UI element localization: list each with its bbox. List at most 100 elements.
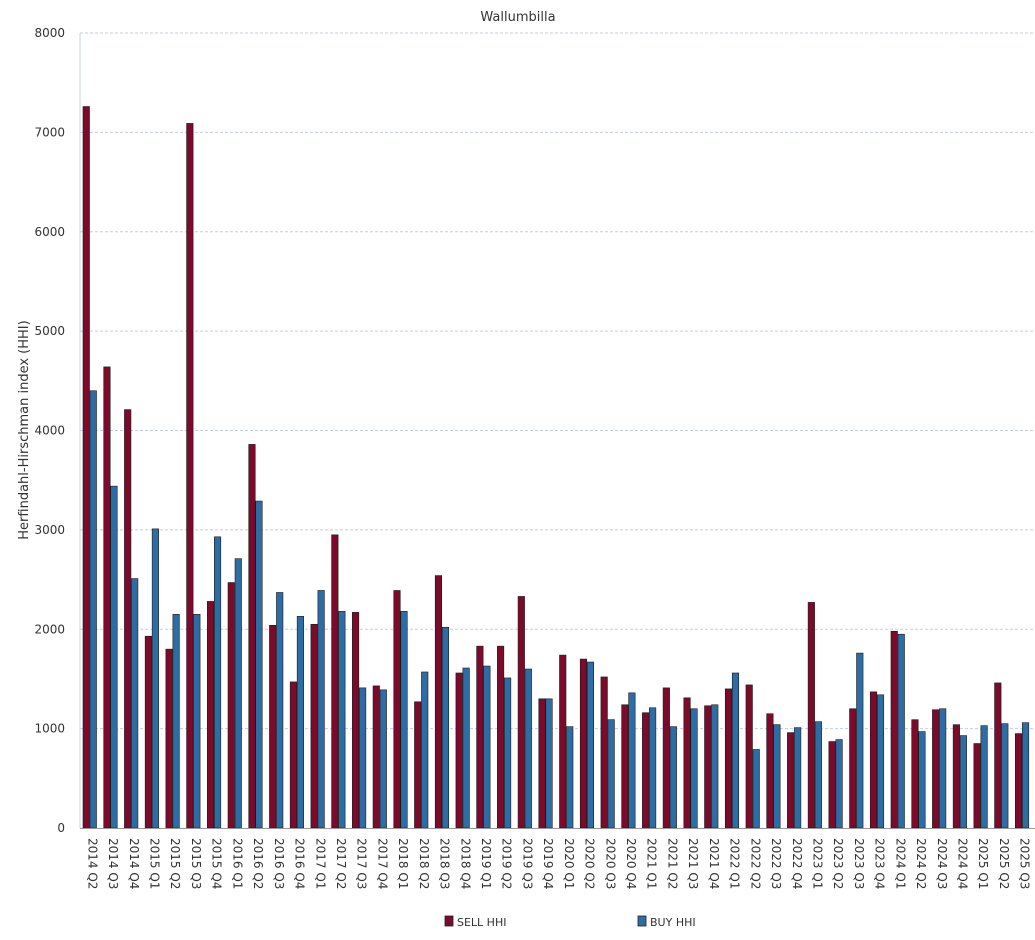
chart-title: Wallumbilla: [480, 10, 555, 25]
buy-hhi-bar: [919, 732, 926, 828]
x-tick-label: 2023 Q4: [873, 838, 887, 889]
bars: [83, 107, 1029, 828]
x-tick-label: 2018 Q3: [438, 838, 452, 889]
buy-hhi-bar: [152, 529, 159, 828]
sell-hhi-bar: [518, 596, 525, 828]
sell-hhi-bar: [456, 673, 463, 828]
buy-hhi-bar: [567, 727, 574, 828]
x-tick-label: 2019 Q4: [541, 838, 555, 889]
x-tick-label: 2023 Q3: [852, 838, 866, 889]
x-tick-label: 2024 Q4: [955, 838, 969, 889]
buy-hhi-bar: [753, 749, 760, 828]
buy-hhi-bar: [670, 727, 677, 828]
x-tick-label: 2021 Q2: [665, 838, 679, 889]
sell-hhi-bar: [787, 733, 794, 828]
sell-hhi-bar: [725, 689, 732, 828]
sell-hhi-bar: [249, 444, 256, 828]
buy-hhi-bar: [504, 678, 511, 828]
x-tick-label: 2022 Q3: [769, 838, 783, 889]
legend: SELL HHI BUY HHI: [445, 916, 696, 929]
sell-hhi-bar: [808, 602, 815, 828]
gridlines: [80, 33, 1035, 729]
buy-hhi-bar: [774, 725, 781, 828]
sell-hhi-bar: [891, 631, 898, 828]
x-tick-label: 2022 Q2: [748, 838, 762, 889]
x-tick-label: 2023 Q1: [810, 838, 824, 889]
buy-hhi-bar: [359, 688, 366, 828]
buy-hhi-bar: [960, 736, 967, 828]
y-axis-title: Herfindahl-Hirschman index (HHI): [17, 320, 32, 539]
x-tick-label: 2015 Q3: [189, 838, 203, 889]
buy-hhi-bar: [836, 740, 843, 828]
buy-hhi-bar: [732, 673, 739, 828]
x-tick-label: 2017 Q4: [375, 838, 389, 889]
sell-hhi-bar: [953, 725, 960, 828]
buy-hhi-bar: [525, 669, 532, 828]
buy-hhi-bar: [794, 728, 801, 828]
y-axis-ticks: 0 1000 2000 3000 4000 5000 6000 7000 8000: [34, 26, 65, 835]
x-tick-label: 2017 Q1: [313, 838, 327, 889]
x-tick-label: 2016 Q3: [272, 838, 286, 889]
x-tick-label: 2017 Q3: [355, 838, 369, 889]
buy-hhi-bar: [297, 616, 304, 828]
x-tick-label: 2024 Q2: [914, 838, 928, 889]
buy-hhi-bar: [898, 634, 905, 828]
x-tick-label: 2019 Q1: [479, 838, 493, 889]
sell-hhi-bar: [497, 646, 504, 828]
sell-hhi-bar: [414, 702, 421, 828]
x-tick-label: 2020 Q3: [603, 838, 617, 889]
x-tick-label: 2022 Q1: [728, 838, 742, 889]
sell-hhi-bar: [974, 744, 981, 828]
sell-hhi-bar: [642, 713, 649, 828]
x-tick-label: 2019 Q2: [500, 838, 514, 889]
x-tick-label: 2021 Q4: [707, 838, 721, 889]
x-tick-label: 2016 Q1: [230, 838, 244, 889]
x-tick-label: 2021 Q1: [645, 838, 659, 889]
x-tick-label: 2019 Q3: [520, 838, 534, 889]
x-tick-label: 2015 Q4: [210, 838, 224, 889]
x-tick-label: 2014 Q4: [127, 838, 141, 889]
buy-hhi-bar: [649, 708, 656, 828]
x-tick-label: 2018 Q2: [417, 838, 431, 889]
buy-hhi-bar: [1002, 724, 1009, 828]
x-tick-label: 2015 Q2: [168, 838, 182, 889]
sell-hhi-bar: [477, 646, 484, 828]
x-tick-label: 2025 Q3: [1018, 838, 1032, 889]
sell-hhi-bar: [124, 410, 130, 828]
sell-hhi-bar: [373, 686, 380, 828]
buy-hhi-bar: [712, 705, 719, 828]
x-tick-label: 2015 Q1: [148, 838, 162, 889]
buy-hhi-bar: [981, 726, 988, 828]
sell-hhi-bar: [394, 590, 401, 828]
y-tick-label: 1000: [34, 722, 65, 736]
buy-hhi-bar: [90, 391, 97, 828]
x-axis-ticks: 2014 Q2 2014 Q3 2014 Q4 2015 Q1 2015 Q2 2015 …: [85, 838, 1031, 889]
sell-hhi-bar: [187, 123, 194, 828]
buy-hhi-bar: [235, 559, 242, 828]
x-tick-label: 2018 Q4: [458, 838, 472, 889]
sell-hhi-bar: [1015, 734, 1022, 828]
y-tick-label: 3000: [34, 523, 65, 537]
buy-hhi-bar: [857, 653, 864, 828]
sell-hhi-bar: [829, 742, 836, 828]
y-tick-label: 4000: [34, 424, 65, 438]
sell-hhi-bar: [705, 706, 712, 828]
x-tick-label: 2016 Q2: [251, 838, 265, 889]
buy-hhi-bar: [629, 693, 636, 828]
x-tick-label: 2018 Q1: [396, 838, 410, 889]
x-tick-label: 2020 Q2: [583, 838, 597, 889]
buy-hhi-bar: [214, 537, 221, 828]
sell-hhi-bar: [207, 601, 214, 828]
x-tick-label: 2014 Q2: [85, 838, 99, 889]
buy-hhi-bar: [339, 611, 346, 828]
legend-swatch-buy: [638, 916, 646, 926]
buy-hhi-bar: [484, 666, 491, 828]
sell-hhi-bar: [145, 636, 152, 828]
x-tick-label: 2014 Q3: [106, 838, 120, 889]
sell-hhi-bar: [601, 677, 608, 828]
x-tick-label: 2016 Q4: [293, 838, 307, 889]
x-tick-label: 2025 Q2: [997, 838, 1011, 889]
buy-hhi-bar: [401, 611, 408, 828]
sell-hhi-bar: [332, 535, 339, 828]
x-tick-label: 2023 Q2: [831, 838, 845, 889]
